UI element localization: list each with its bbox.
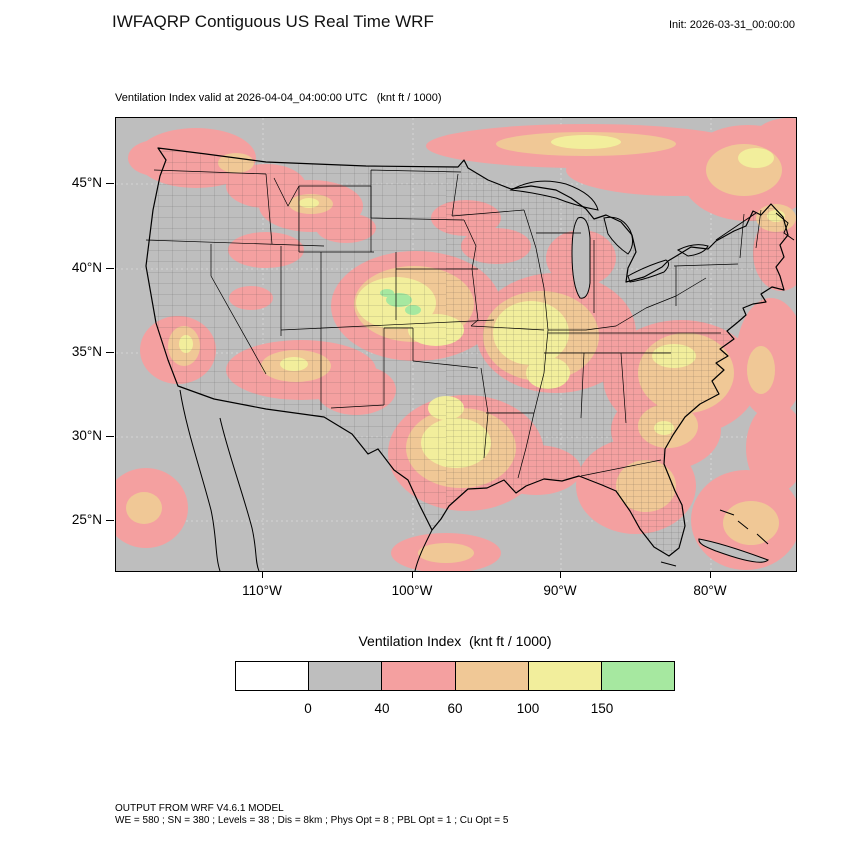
init-timestamp: Init: 2026-03-31_00:00:00 [669, 19, 795, 31]
lon-axis-label-90w: 90°W [543, 583, 577, 598]
axis-tick [106, 183, 114, 184]
legend-swatch-tan [454, 661, 529, 691]
legend-tick-0: 0 [304, 701, 312, 716]
axis-tick [560, 571, 561, 578]
lat-axis-label-30n: 30°N [71, 428, 102, 443]
valid-time-subtitle: Ventilation Index valid at 2026-04-04_04… [115, 92, 442, 104]
axis-tick [710, 571, 711, 578]
footer-model-line: OUTPUT FROM WRF V4.6.1 MODEL [115, 803, 284, 814]
legend-swatch-yellow [527, 661, 602, 691]
legend-tick-40: 40 [374, 701, 390, 716]
lon-axis-label-110w: 110°W [242, 583, 282, 598]
lon-axis-label-100w: 100°W [391, 583, 433, 598]
legend-tick-100: 100 [516, 701, 540, 716]
axis-tick [262, 571, 263, 578]
axis-tick [106, 268, 114, 269]
legend-swatch-gray [308, 661, 383, 691]
axis-tick [412, 571, 413, 578]
lat-axis-label-35n: 35°N [71, 344, 102, 359]
lon-axis-label-80w: 80°W [693, 583, 727, 598]
axis-tick [106, 520, 114, 521]
lat-axis-label-45n: 45°N [71, 175, 102, 190]
footer-config-line: WE = 580 ; SN = 380 ; Levels = 38 ; Dis … [115, 815, 509, 826]
legend-tick-60: 60 [447, 701, 463, 716]
conus-map [116, 118, 796, 571]
legend-swatch-green [600, 661, 676, 691]
map-plot-area [115, 117, 797, 572]
axis-tick [106, 436, 114, 437]
legend-title: Ventilation Index (knt ft / 1000) [358, 633, 552, 649]
axis-tick [106, 352, 114, 353]
legend-swatch-white [235, 661, 310, 691]
page-title: IWFAQRP Contiguous US Real Time WRF [112, 12, 434, 31]
legend-tick-150: 150 [590, 701, 614, 716]
lat-axis-label-40n: 40°N [71, 260, 102, 275]
lat-axis-label-25n: 25°N [71, 512, 102, 527]
legend-colorbar [235, 661, 676, 691]
legend-swatch-pink [381, 661, 456, 691]
